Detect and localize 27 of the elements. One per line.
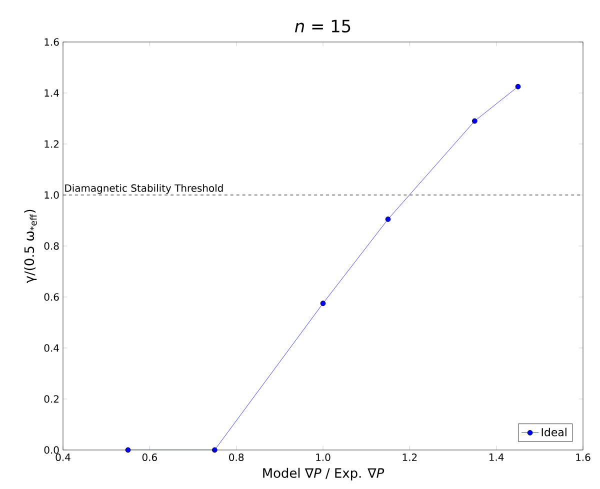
legend-label: Ideal [542, 428, 566, 436]
y-tick-label: 0.8 [44, 242, 59, 250]
point [385, 216, 391, 222]
y-tick-label: 0.2 [44, 395, 58, 403]
y-tick-label: 1.0 [44, 191, 59, 199]
point [515, 84, 521, 90]
y-tick-label: 1.4 [44, 89, 59, 97]
point [472, 118, 478, 124]
point [320, 300, 326, 306]
x-tick-label: 1.4 [490, 454, 504, 461]
x-tick-label: 1.2 [402, 453, 417, 461]
y-tick-label: 0.4 [44, 344, 59, 352]
x-tick-label: 0.8 [229, 453, 244, 462]
x-tick-label: 0.6 [142, 453, 157, 462]
point [125, 447, 131, 453]
x-tick-label: 1.0 [316, 453, 330, 462]
y-axis-title: γ/(0.5 ω$_{*eff}$) [24, 210, 37, 284]
y-tick-label: 0.0 [44, 446, 59, 454]
point [212, 447, 218, 453]
x-tick-label: 0.4 [56, 453, 70, 462]
chart-title: n = 15 [294, 20, 350, 32]
y-tick-label: 1.6 [44, 38, 59, 46]
y-tick-label: 0.6 [44, 293, 59, 301]
x-tick-label: 1.6 [576, 453, 590, 462]
y-tick-label: 1.2 [44, 140, 58, 148]
x-axis-title: Model ∇P / Exp. ∇P [263, 468, 384, 480]
ref-line-label: Diamagnetic Stability Threshold [65, 184, 223, 194]
